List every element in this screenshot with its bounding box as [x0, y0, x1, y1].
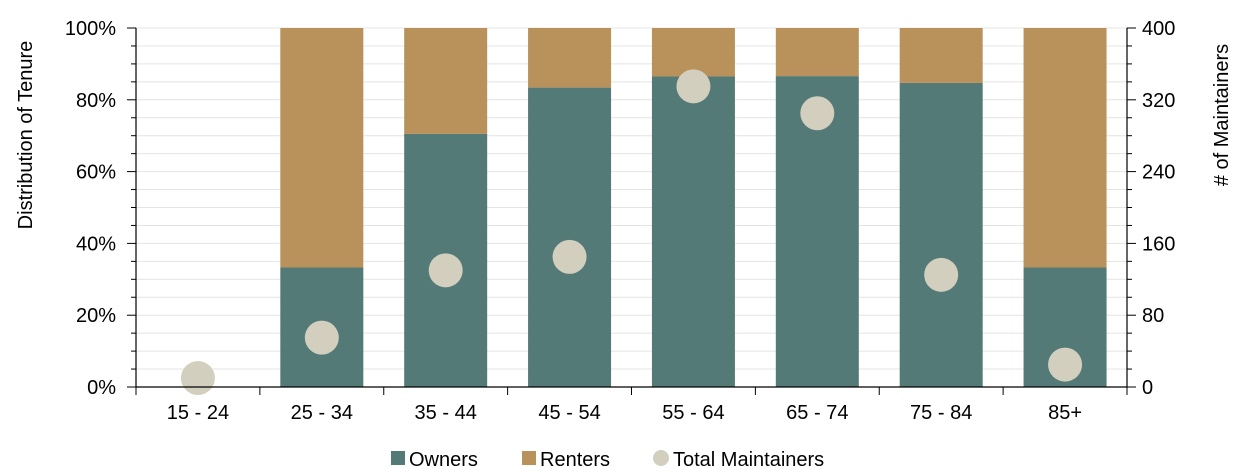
dot-total-maintainers: [1048, 347, 1083, 382]
dot-total-maintainers: [304, 320, 339, 355]
x-tick-label: 25 - 34: [291, 402, 353, 424]
x-tick-label: 35 - 44: [415, 402, 477, 424]
dot-total-maintainers: [552, 239, 587, 274]
legend-total-maintainers-swatch: [653, 450, 669, 466]
bar-renters: [404, 28, 488, 134]
y-tick-label: 40%: [76, 233, 116, 255]
bar-renters: [280, 28, 364, 268]
bar-renters: [899, 28, 983, 83]
legend-renters-swatch: [522, 451, 536, 465]
y2-axis-title: # of Maintainers: [1211, 44, 1233, 186]
y2-tick-label: 400: [1142, 18, 1175, 40]
x-tick-label: 75 - 84: [910, 402, 972, 424]
bar-owners: [528, 87, 612, 388]
bar-renters: [651, 28, 735, 77]
dot-total-maintainers: [924, 257, 959, 292]
tick-labels: 0% 20% 40% 60% 80% 100% 0 80 160 240 320 400 15 - 24…: [65, 18, 1176, 424]
bar-renters: [775, 28, 859, 77]
bars: [280, 28, 1107, 388]
axes: [127, 27, 1136, 395]
y-axis-title: Distribution of Tenure: [15, 41, 37, 230]
x-tick-label: 15 - 24: [167, 402, 229, 424]
legend-owners-label: Owners: [409, 449, 478, 468]
y-tick-label: 0%: [87, 377, 116, 399]
bar-renters: [528, 28, 612, 88]
y-tick-label: 60%: [76, 162, 116, 184]
y-tick-label: 80%: [76, 90, 116, 112]
bar-owners: [651, 76, 735, 387]
y-tick-label: 100%: [65, 18, 116, 40]
x-tick-label: 65 - 74: [786, 402, 848, 424]
y-tick-label: 20%: [76, 305, 116, 327]
legend-renters-label: Renters: [540, 449, 610, 468]
dot-total-maintainers: [676, 69, 711, 104]
y2-tick-label: 160: [1142, 233, 1175, 255]
y2-tick-label: 80: [1142, 305, 1164, 327]
bar-owners: [899, 82, 983, 387]
x-tick-label: 45 - 54: [538, 402, 600, 424]
dot-total-maintainers: [800, 96, 835, 131]
dot-total-maintainers: [180, 361, 215, 396]
legend-total-maintainers-label: Total Maintainers: [673, 449, 824, 468]
dot-total-maintainers: [428, 253, 463, 288]
y2-tick-label: 320: [1142, 90, 1175, 112]
legend: Owners Renters Total Maintainers: [391, 449, 824, 468]
y2-tick-label: 240: [1142, 162, 1175, 184]
x-tick-label: 55 - 64: [662, 402, 724, 424]
legend-owners-swatch: [391, 451, 405, 465]
x-tick-label: 85+: [1048, 402, 1082, 424]
y2-tick-label: 0: [1142, 377, 1153, 399]
bar-renters: [1023, 28, 1107, 268]
